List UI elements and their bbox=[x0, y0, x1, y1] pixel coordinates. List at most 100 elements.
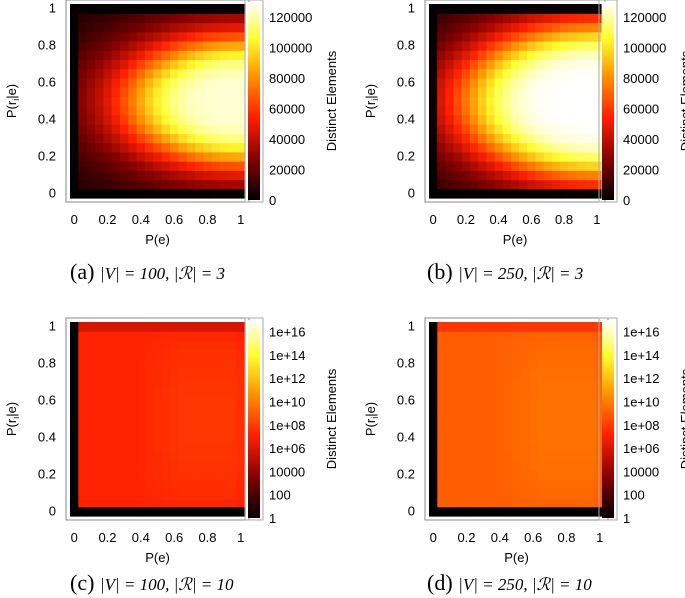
heatmap-cell bbox=[136, 331, 146, 342]
heatmap-cell bbox=[203, 340, 213, 351]
heatmap-cell bbox=[111, 133, 121, 144]
heatmap-cell bbox=[462, 497, 472, 508]
heatmap-cell bbox=[178, 414, 188, 425]
heatmap-cell bbox=[453, 13, 463, 24]
heatmap-cell bbox=[551, 50, 561, 61]
heatmap-cell bbox=[153, 124, 163, 134]
heatmap-cell bbox=[461, 124, 471, 134]
heatmap-cell bbox=[145, 340, 154, 351]
x-tick-label: 1 bbox=[237, 212, 244, 227]
heatmap-cell bbox=[103, 497, 113, 508]
heatmap-cell bbox=[145, 4, 154, 14]
heatmap-cell bbox=[535, 50, 545, 61]
heatmap-cell bbox=[120, 124, 129, 134]
heatmap-cell bbox=[479, 479, 488, 489]
heatmap-cell bbox=[70, 386, 79, 397]
heatmap-cell bbox=[153, 59, 163, 70]
heatmap-cell bbox=[502, 50, 512, 61]
heatmap-cell bbox=[520, 497, 530, 508]
heatmap-cell bbox=[236, 340, 246, 351]
heatmap-cell bbox=[461, 77, 471, 88]
heatmap-cell bbox=[545, 414, 555, 425]
heatmap-cell bbox=[494, 77, 504, 88]
heatmap-cell bbox=[470, 432, 480, 443]
heatmap-cell bbox=[145, 395, 154, 406]
heatmap-cell bbox=[551, 105, 561, 116]
heatmap-cell bbox=[579, 497, 588, 508]
heatmap-cell bbox=[220, 22, 229, 33]
heatmap-cell bbox=[78, 59, 88, 70]
heatmap-cell bbox=[551, 87, 561, 97]
heatmap-cell bbox=[111, 497, 121, 508]
heatmap-cell bbox=[562, 395, 572, 406]
heatmap-cell bbox=[95, 59, 104, 70]
heatmap-cell bbox=[479, 368, 488, 379]
heatmap-cell bbox=[519, 4, 528, 14]
heatmap-cell bbox=[437, 414, 447, 425]
heatmap-cell bbox=[128, 506, 138, 517]
heatmap-cell bbox=[120, 423, 129, 434]
heatmap-cell bbox=[145, 506, 154, 517]
heatmap-cell bbox=[470, 423, 480, 434]
heatmap-cell bbox=[512, 377, 522, 388]
heatmap-cell bbox=[161, 460, 171, 471]
heatmap-cell bbox=[136, 451, 146, 462]
heatmap-cell bbox=[470, 506, 480, 517]
heatmap-cell bbox=[587, 432, 597, 443]
heatmap-cell bbox=[86, 405, 96, 415]
x-tick-label: 1 bbox=[237, 530, 244, 545]
heatmap-cell bbox=[470, 451, 480, 462]
heatmap-cell bbox=[78, 414, 88, 425]
heatmap-cell bbox=[502, 133, 512, 144]
heatmap-cell bbox=[560, 87, 569, 97]
heatmap-cell bbox=[519, 77, 528, 88]
heatmap-cell bbox=[504, 386, 513, 397]
heatmap-cell bbox=[512, 395, 522, 406]
heatmap-cell bbox=[111, 188, 121, 199]
heatmap-cell bbox=[170, 386, 179, 397]
heatmap-cell bbox=[220, 340, 229, 351]
heatmap-cell bbox=[560, 170, 569, 181]
heatmap-cell bbox=[568, 4, 578, 14]
heatmap-cell bbox=[95, 50, 104, 61]
heatmap-cell bbox=[103, 142, 113, 153]
heatmap-cell bbox=[236, 161, 246, 171]
heatmap-cell bbox=[211, 142, 221, 153]
heatmap-cell bbox=[469, 133, 479, 144]
heatmap-cell bbox=[576, 68, 586, 79]
heatmap-cell bbox=[136, 31, 146, 42]
heatmap-cell bbox=[186, 451, 196, 462]
heatmap-cell bbox=[454, 377, 463, 388]
heatmap-cell bbox=[554, 423, 563, 434]
heatmap-cell bbox=[128, 405, 138, 415]
heatmap-cell bbox=[595, 377, 605, 388]
heatmap-cell bbox=[103, 377, 113, 388]
heatmap-cell bbox=[504, 395, 513, 406]
heatmap-cell bbox=[445, 469, 455, 480]
heatmap-cell bbox=[78, 368, 88, 379]
heatmap-cell bbox=[592, 96, 602, 107]
heatmap-cell bbox=[220, 479, 229, 489]
heatmap-cell bbox=[145, 497, 154, 508]
heatmap-cell bbox=[437, 179, 446, 190]
heatmap-cell bbox=[95, 105, 104, 116]
heatmap-cell bbox=[203, 322, 213, 332]
heatmap-cell bbox=[236, 506, 246, 517]
heatmap-cell bbox=[95, 31, 104, 42]
heatmap-cell bbox=[86, 40, 96, 51]
heatmap-cell bbox=[136, 188, 146, 199]
heatmap-cell bbox=[512, 479, 522, 489]
heatmap-cell bbox=[95, 377, 104, 388]
heatmap-cell bbox=[120, 59, 129, 70]
heatmap-cell bbox=[537, 358, 547, 369]
heatmap-cell bbox=[161, 358, 171, 369]
heatmap-cell bbox=[145, 133, 154, 144]
heatmap-cell bbox=[95, 322, 104, 332]
heatmap-cell bbox=[486, 68, 496, 79]
heatmap-cell bbox=[495, 497, 505, 508]
heatmap-cell bbox=[543, 188, 553, 199]
heatmap-cell bbox=[551, 124, 561, 134]
heatmap-cell bbox=[153, 179, 163, 190]
heatmap-cell bbox=[203, 22, 213, 33]
heatmap-cell bbox=[487, 423, 497, 434]
